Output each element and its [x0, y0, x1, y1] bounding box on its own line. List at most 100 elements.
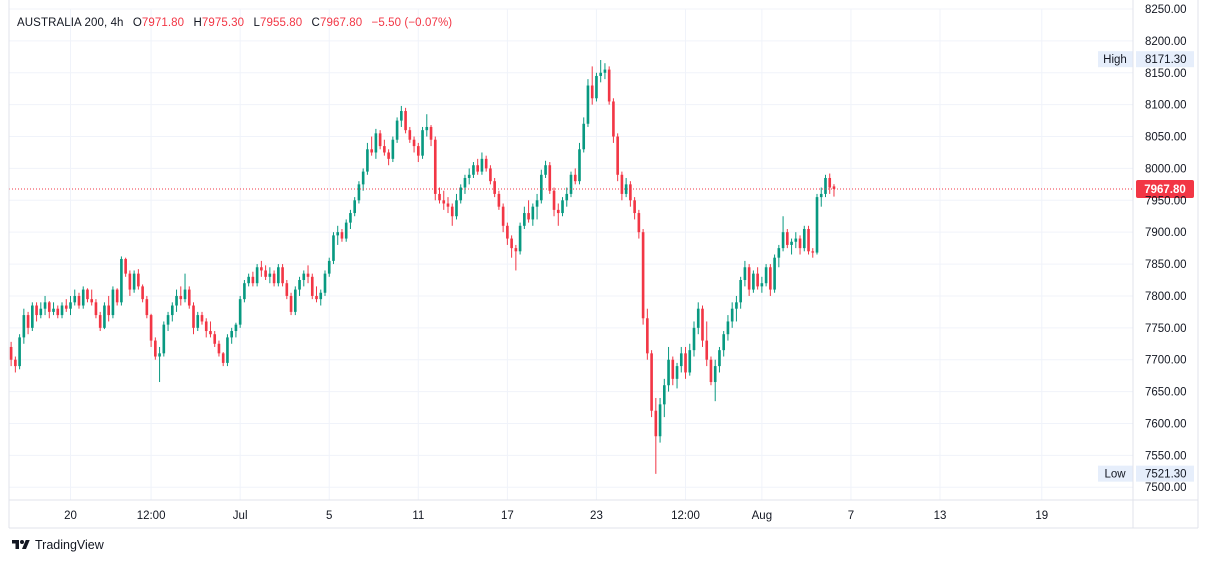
candle [247, 273, 250, 287]
candle-body [565, 193, 569, 201]
candle [764, 264, 768, 287]
y-tick-label: 7750.00 [1145, 323, 1187, 335]
candle [667, 346, 670, 392]
candle [60, 302, 64, 319]
candle-body [187, 289, 191, 306]
candle [39, 302, 43, 319]
candle-body [718, 350, 721, 367]
candle-body [790, 241, 793, 245]
candle-body [14, 359, 17, 367]
candle-body [340, 232, 344, 239]
candle [327, 257, 331, 277]
candle-body [747, 267, 751, 290]
candle [86, 288, 89, 303]
candle-body [421, 130, 424, 156]
candles [9, 60, 836, 474]
candle-body [459, 187, 463, 201]
candle [298, 276, 301, 296]
candle [480, 152, 484, 175]
y-tick-label: 7600.00 [1145, 418, 1187, 430]
candle-body [569, 174, 573, 194]
candle-body [302, 273, 306, 281]
candle-body [637, 213, 641, 233]
candle-body [535, 200, 539, 207]
tradingview-brand[interactable]: TradingView [11, 538, 104, 552]
candle-body [336, 232, 340, 236]
candle-body [463, 177, 467, 188]
candle [149, 313, 153, 347]
candle [332, 232, 335, 265]
candle-body [646, 318, 649, 354]
candle [616, 133, 619, 182]
candle [107, 295, 110, 322]
candle-body [98, 315, 102, 328]
candle [145, 295, 149, 319]
candle-body [408, 130, 412, 140]
candle [607, 66, 611, 105]
candle [450, 203, 454, 226]
candle [56, 305, 60, 319]
candle-body [756, 273, 759, 287]
candle-body [679, 353, 683, 367]
candle-body [777, 248, 781, 258]
candle-body [162, 324, 166, 354]
candle-body [332, 235, 335, 261]
candle-body [196, 315, 200, 328]
candle [128, 270, 132, 296]
candle [662, 378, 666, 418]
candle [18, 334, 21, 370]
candle [752, 270, 755, 293]
candle-body [357, 184, 361, 201]
candle-body [64, 305, 68, 309]
open-label: O [132, 17, 142, 29]
candle [9, 341, 13, 367]
candle-body [158, 353, 161, 357]
x-tick-label: 17 [501, 510, 514, 522]
candle-body [378, 133, 382, 147]
candle [455, 193, 458, 220]
candle [531, 203, 535, 226]
candle [255, 264, 259, 287]
candle-body [684, 353, 687, 373]
candle-body [455, 200, 458, 217]
candle-body [467, 174, 471, 178]
candle-body [735, 302, 738, 309]
candle [234, 322, 238, 338]
candle-body [31, 305, 34, 328]
candle [90, 289, 94, 306]
candle [264, 265, 267, 281]
candle-body [544, 165, 547, 175]
low-value: 7955.80 [259, 17, 303, 29]
candle [578, 142, 581, 185]
candle [527, 200, 530, 223]
candle [103, 302, 106, 330]
candle [293, 286, 297, 316]
candle-body [578, 149, 581, 182]
candle-body [828, 177, 832, 188]
candle-body [442, 200, 446, 204]
candle [378, 130, 382, 150]
candle-body [145, 299, 149, 316]
candle [476, 158, 480, 175]
candle-body [425, 126, 429, 131]
candle [603, 63, 607, 80]
candle [268, 267, 272, 284]
candle-body [39, 308, 43, 316]
candle [429, 125, 433, 147]
candle-body [77, 295, 81, 306]
candle-body [667, 359, 670, 386]
candle-body [595, 75, 598, 99]
candle-body [200, 315, 204, 322]
candle-body [137, 273, 140, 287]
candle-body [671, 359, 675, 379]
candle-body [539, 174, 543, 201]
candle [497, 190, 501, 210]
candle [650, 350, 653, 418]
candle-body [493, 181, 496, 194]
candle [786, 228, 789, 249]
candle-body [293, 289, 297, 312]
candle-body [179, 295, 183, 300]
candle-body [213, 334, 217, 344]
